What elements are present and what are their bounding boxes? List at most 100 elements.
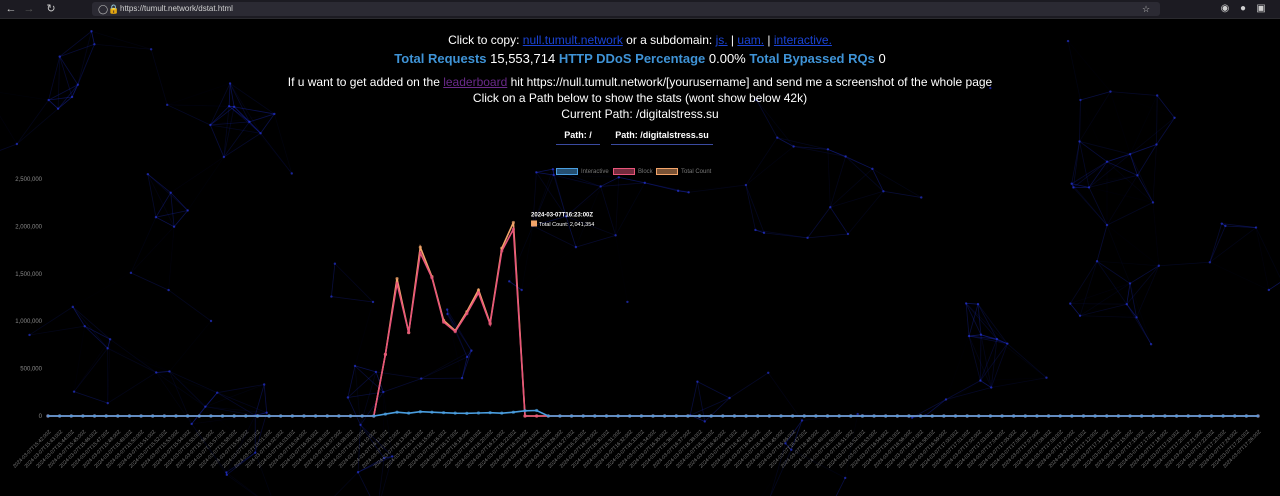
series-interactive-point[interactable]	[46, 414, 50, 418]
series-interactive-point[interactable]	[209, 414, 213, 418]
series-interactive-point[interactable]	[372, 414, 376, 418]
series-interactive-point[interactable]	[348, 414, 353, 418]
series-interactive-point[interactable]	[267, 414, 271, 418]
series-total-count-point[interactable]	[476, 288, 481, 292]
series-interactive-point[interactable]	[337, 414, 341, 418]
series-interactive-point[interactable]	[651, 414, 655, 418]
series-interactive-point[interactable]	[918, 414, 923, 418]
series-interactive-point[interactable]	[628, 414, 632, 418]
url-text[interactable]: https://tumult.network/dstat.html	[120, 4, 233, 13]
path-button-root[interactable]: Path: /	[556, 126, 600, 145]
series-interactive-point[interactable]	[139, 414, 143, 418]
star-icon[interactable]: ☆	[1142, 4, 1151, 14]
series-interactive-point[interactable]	[453, 411, 457, 415]
series-interactive-point[interactable]	[942, 414, 946, 418]
series-interactive-point[interactable]	[186, 414, 190, 418]
series-interactive-point[interactable]	[197, 414, 201, 418]
series-interactive-point[interactable]	[977, 414, 981, 418]
series-interactive-point[interactable]	[709, 414, 713, 418]
series-interactive-point[interactable]	[325, 414, 329, 418]
link-js-subdomain[interactable]: js.	[715, 33, 728, 47]
account-icon[interactable]: ●	[1239, 3, 1247, 14]
series-interactive-point[interactable]	[383, 412, 388, 416]
series-block-point[interactable]	[500, 249, 504, 253]
series-interactive-point[interactable]	[244, 414, 248, 418]
series-interactive-point[interactable]	[441, 411, 446, 415]
series-interactive-point[interactable]	[988, 414, 993, 418]
series-interactive-point[interactable]	[546, 414, 550, 418]
series-interactive-point[interactable]	[69, 414, 73, 418]
series-interactive-point[interactable]	[116, 414, 120, 418]
series-block-point[interactable]	[535, 414, 539, 418]
series-interactive-point[interactable]	[569, 414, 574, 418]
series-interactive-point[interactable]	[639, 414, 643, 418]
series-interactive-point[interactable]	[1163, 414, 1167, 418]
series-interactive-point[interactable]	[1081, 414, 1086, 418]
series-interactive-point[interactable]	[1221, 414, 1225, 418]
series-block-point[interactable]	[383, 352, 388, 356]
legend-interactive[interactable]: Interactive	[556, 168, 609, 178]
series-interactive-point[interactable]	[965, 414, 969, 418]
series-interactive-point[interactable]	[1105, 414, 1109, 418]
series-interactive-point[interactable]	[616, 414, 620, 418]
requests-chart[interactable]: 0 500,000 1,000,000 1,500,000 2,000,000 2,500…	[0, 19, 1280, 496]
series-interactive-point[interactable]	[1140, 414, 1144, 418]
series-interactive-point[interactable]	[430, 410, 434, 414]
lock-icon[interactable]: 🔒	[108, 4, 120, 14]
series-interactive-point[interactable]	[884, 414, 888, 418]
series-interactive-point[interactable]	[290, 414, 294, 418]
series-interactive-point[interactable]	[674, 414, 678, 418]
back-icon[interactable]: ←	[5, 3, 17, 15]
link-uam-subdomain[interactable]: uam.	[737, 33, 765, 47]
series-interactive-point[interactable]	[1256, 414, 1260, 418]
series-interactive-point[interactable]	[837, 414, 841, 418]
series-interactive-point[interactable]	[407, 411, 411, 415]
series-interactive-point[interactable]	[1244, 414, 1248, 418]
series-interactive-point[interactable]	[174, 414, 178, 418]
series-interactive-point[interactable]	[151, 414, 155, 418]
series-interactive-point[interactable]	[511, 410, 515, 414]
path-button-digitalstress[interactable]: Path: /digitalstress.su	[611, 126, 713, 145]
pocket-icon[interactable]: ◉	[1220, 3, 1230, 14]
series-interactive-point[interactable]	[1023, 414, 1027, 418]
series-interactive-point[interactable]	[1198, 414, 1202, 418]
series-interactive-point[interactable]	[1209, 414, 1214, 418]
link-null-domain[interactable]: null.tumult.network	[522, 33, 623, 47]
series-interactive-point[interactable]	[255, 414, 260, 418]
series-interactive-point[interactable]	[849, 414, 853, 418]
legend-block[interactable]: Block	[613, 168, 653, 178]
series-interactive-point[interactable]	[593, 414, 597, 418]
series-interactive-point[interactable]	[802, 414, 806, 418]
series-interactive-point[interactable]	[1128, 414, 1132, 418]
series-interactive-point[interactable]	[581, 414, 585, 418]
series-interactive-point[interactable]	[732, 414, 737, 418]
series-interactive-point[interactable]	[1233, 414, 1237, 418]
series-interactive-point[interactable]	[558, 414, 562, 418]
series-interactive-point[interactable]	[1116, 414, 1120, 418]
series-interactive-point[interactable]	[930, 414, 934, 418]
reload-icon[interactable]: ↻	[46, 3, 56, 15]
series-interactive-point[interactable]	[663, 414, 667, 418]
series-interactive-point[interactable]	[465, 411, 469, 415]
series-interactive-point[interactable]	[860, 414, 865, 418]
series-interactive-point[interactable]	[1174, 414, 1179, 418]
series-interactive-point[interactable]	[1093, 414, 1097, 418]
series-block-point[interactable]	[395, 281, 399, 285]
series-total-count-point[interactable]	[511, 220, 515, 225]
series-interactive-point[interactable]	[104, 414, 108, 418]
url-bar[interactable]: ◯ 🔒 https://tumult.network/dstat.html ☆	[92, 2, 1160, 16]
series-interactive-point[interactable]	[1151, 414, 1155, 418]
series-interactive-point[interactable]	[162, 414, 166, 418]
series-interactive-point[interactable]	[604, 414, 609, 418]
series-block-point[interactable]	[453, 330, 457, 334]
series-block-point[interactable]	[441, 320, 446, 324]
series-interactive-point[interactable]	[127, 414, 132, 418]
link-interactive-subdomain[interactable]: interactive.	[773, 33, 832, 47]
series-interactive-point[interactable]	[825, 414, 830, 418]
series-block-point[interactable]	[418, 251, 422, 255]
series-interactive-point[interactable]	[81, 414, 85, 418]
series-interactive-point[interactable]	[779, 414, 783, 418]
series-interactive-point[interactable]	[1186, 414, 1190, 418]
series-interactive-point[interactable]	[767, 414, 771, 418]
series-interactive-point[interactable]	[721, 414, 725, 418]
